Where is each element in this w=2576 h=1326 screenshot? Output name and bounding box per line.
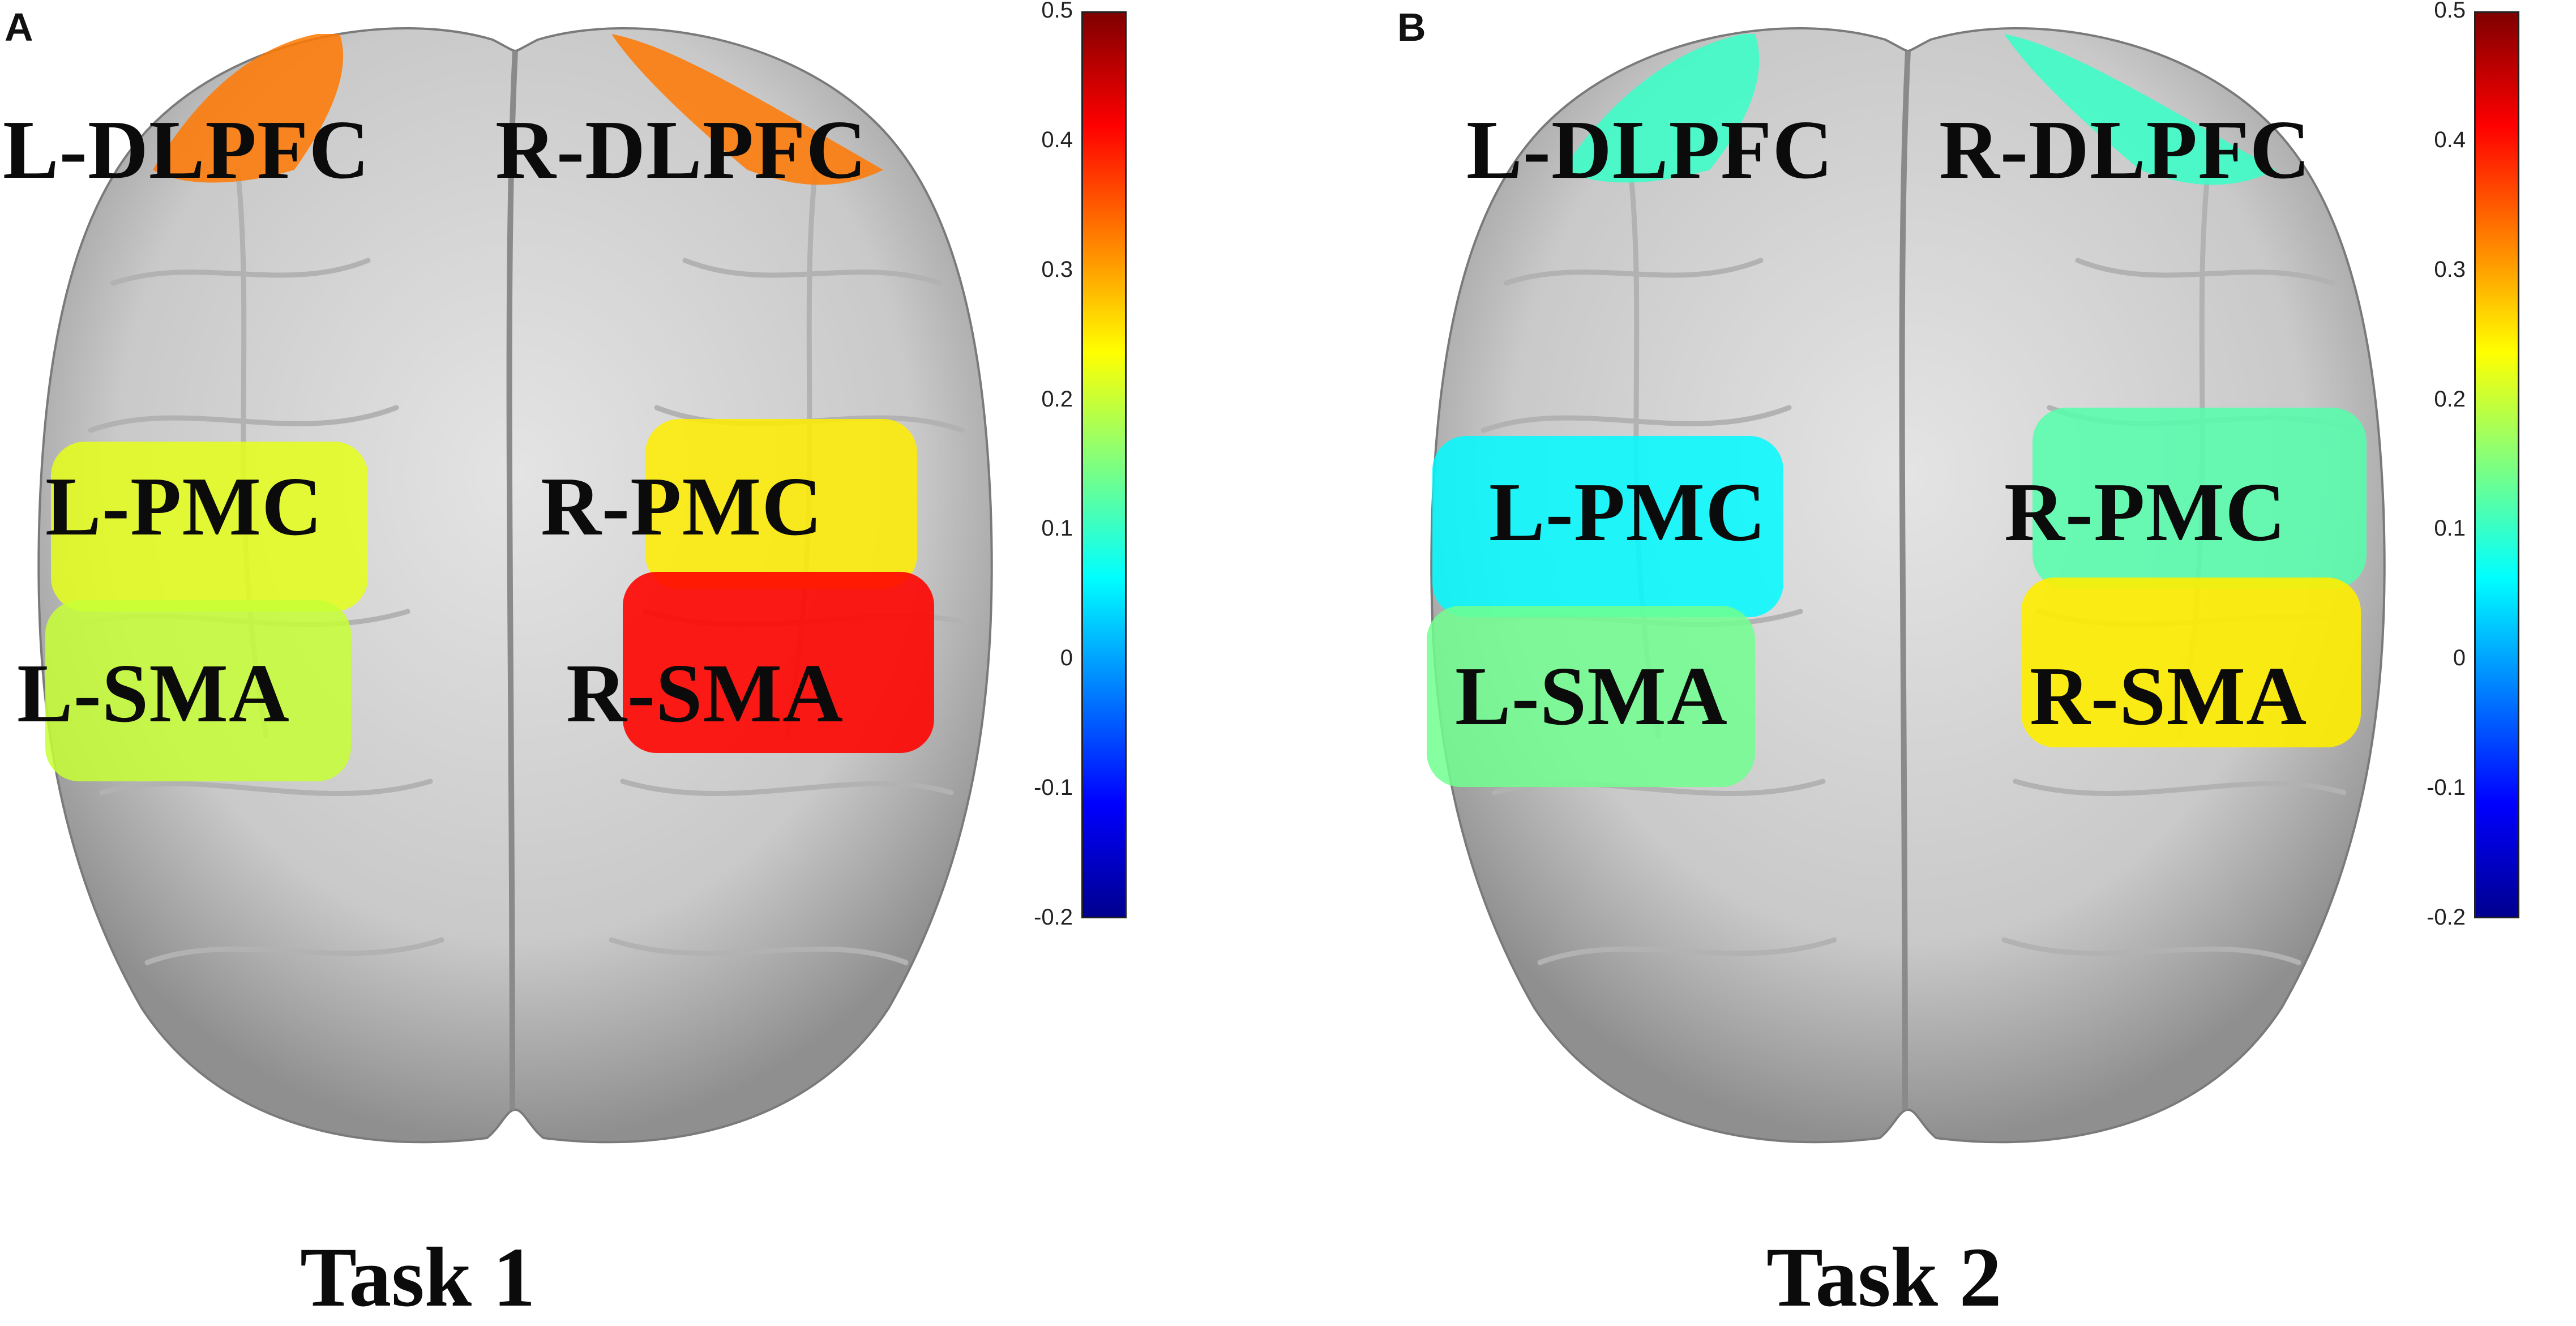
region-label-r-dlpfc: R-DLPFC (495, 104, 867, 196)
panel-letter: B (1397, 5, 1426, 49)
midline-fissure (506, 50, 518, 1110)
region-label-l-sma: L-SMA (17, 647, 290, 740)
region-label-l-dlpfc: L-DLPFC (1466, 104, 1834, 196)
region-patch-l-pmc (1432, 436, 1783, 617)
region-label-l-sma: L-SMA (1455, 650, 1728, 743)
region-label-l-dlpfc: L-DLPFC (3, 104, 370, 196)
region-patch-r-sma (2021, 578, 2361, 747)
region-label-r-pmc: R-PMC (541, 460, 823, 553)
region-label-l-pmc: L-PMC (45, 460, 323, 553)
colorbar (2474, 11, 2519, 918)
brain-figure-b (1427, 27, 2386, 1144)
region-patch-r-dlpfc (611, 34, 883, 185)
region-patch-r-pmc (645, 419, 917, 589)
region-patch-l-pmc (51, 442, 368, 611)
colorbar-tick-label: 0.2 (2434, 386, 2466, 412)
colorbar (1081, 11, 1127, 918)
colorbar-tick-label: 0 (1060, 645, 1073, 671)
panel-b: B L-DLPFC R-DLPFC L-PMC R-PMC L-SMA R-SM… (1393, 0, 2576, 1324)
region-patch-r-dlpfc (2004, 34, 2276, 185)
colorbar-tick-label: 0.4 (2434, 127, 2466, 152)
panel-letter: A (5, 5, 33, 49)
colorbar-tick-label: -0.1 (2427, 775, 2466, 801)
colorbar-tick-label: 0.3 (1041, 256, 1073, 282)
region-patch-l-dlpfc (153, 34, 344, 183)
task-label: Task 1 (300, 1230, 536, 1324)
panel-a: A L-DLPFC R-DLPFC L-PMC R-PMC L-SMA R-SM… (0, 0, 1288, 1324)
region-patch-l-dlpfc (1563, 34, 1760, 183)
region-patch-l-sma (45, 600, 351, 781)
region-label-r-sma: R-SMA (566, 647, 844, 740)
colorbar-tick-label: 0.4 (1041, 127, 1073, 152)
colorbar-tick-label: 0.5 (2434, 0, 2466, 23)
brain-outline (37, 27, 993, 1144)
colorbar-tick-label: 0.5 (1041, 0, 1073, 23)
colorbar-tick-label: 0.2 (1041, 386, 1073, 412)
region-patch-r-pmc (2032, 408, 2367, 589)
region-label-r-dlpfc: R-DLPFC (1939, 104, 2311, 196)
colorbar-tick-label: 0 (2453, 645, 2466, 671)
region-label-l-pmc: L-PMC (1489, 466, 1766, 559)
brain-outline (1430, 27, 2386, 1144)
colorbar-tick-label: -0.2 (2427, 905, 2466, 930)
region-label-r-pmc: R-PMC (2004, 466, 2287, 559)
task-label: Task 2 (1766, 1230, 2002, 1324)
brain-figure-a (37, 27, 993, 1144)
colorbar-tick-label: 0.1 (2434, 516, 2466, 541)
region-patch-r-sma (623, 572, 934, 753)
colorbar-tick-label: 0.1 (1041, 516, 1073, 541)
region-patch-l-sma (1427, 606, 1755, 787)
colorbar-tick-label: 0.3 (2434, 256, 2466, 282)
colorbar-tick-label: -0.2 (1034, 905, 1073, 930)
colorbar-tick-label: -0.1 (1034, 775, 1073, 801)
region-label-r-sma: R-SMA (2030, 650, 2308, 743)
midline-fissure (1899, 50, 1911, 1110)
